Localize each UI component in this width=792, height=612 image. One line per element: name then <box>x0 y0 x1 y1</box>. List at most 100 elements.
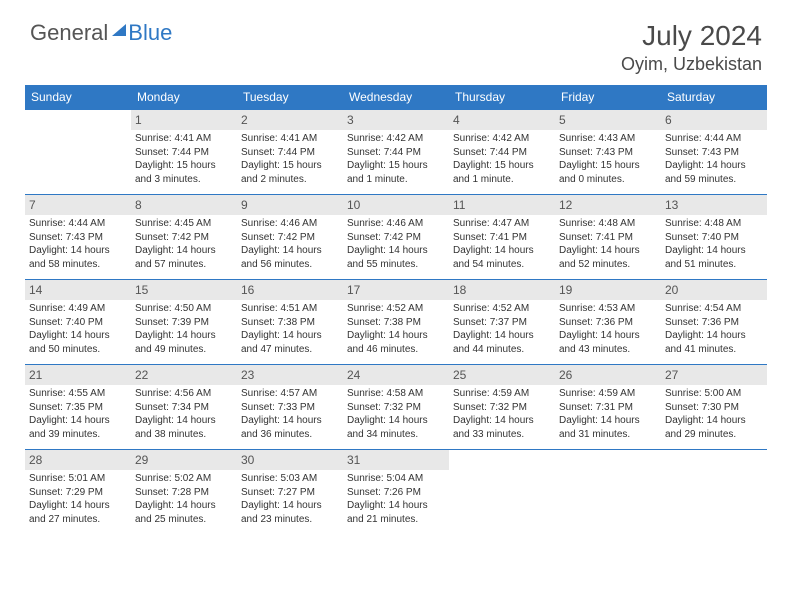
sunrise-text: Sunrise: 4:55 AM <box>29 387 127 401</box>
week-row: 1Sunrise: 4:41 AMSunset: 7:44 PMDaylight… <box>25 110 767 195</box>
day-info: Sunrise: 4:50 AMSunset: 7:39 PMDaylight:… <box>135 302 233 356</box>
sunset-text: Sunset: 7:31 PM <box>559 401 657 415</box>
day-cell <box>661 450 767 535</box>
day-info: Sunrise: 4:42 AMSunset: 7:44 PMDaylight:… <box>347 132 445 186</box>
day-info: Sunrise: 4:41 AMSunset: 7:44 PMDaylight:… <box>135 132 233 186</box>
sunrise-text: Sunrise: 4:51 AM <box>241 302 339 316</box>
sunset-text: Sunset: 7:28 PM <box>135 486 233 500</box>
day-number: 9 <box>237 195 343 215</box>
day-info: Sunrise: 5:02 AMSunset: 7:28 PMDaylight:… <box>135 472 233 526</box>
day-cell: 27Sunrise: 5:00 AMSunset: 7:30 PMDayligh… <box>661 365 767 450</box>
day-number: 4 <box>449 110 555 130</box>
sail-icon <box>112 24 126 36</box>
daylight-text: Daylight: 14 hours and 55 minutes. <box>347 244 445 271</box>
day-cell: 17Sunrise: 4:52 AMSunset: 7:38 PMDayligh… <box>343 280 449 365</box>
sunrise-text: Sunrise: 4:42 AM <box>453 132 551 146</box>
sunset-text: Sunset: 7:40 PM <box>665 231 763 245</box>
sunset-text: Sunset: 7:34 PM <box>135 401 233 415</box>
sunrise-text: Sunrise: 4:48 AM <box>665 217 763 231</box>
day-number: 6 <box>661 110 767 130</box>
day-info: Sunrise: 4:53 AMSunset: 7:36 PMDaylight:… <box>559 302 657 356</box>
sunrise-text: Sunrise: 4:47 AM <box>453 217 551 231</box>
logo: General Blue <box>30 20 172 46</box>
sunset-text: Sunset: 7:42 PM <box>347 231 445 245</box>
day-number: 8 <box>131 195 237 215</box>
daylight-text: Daylight: 15 hours and 1 minute. <box>453 159 551 186</box>
day-cell: 14Sunrise: 4:49 AMSunset: 7:40 PMDayligh… <box>25 280 131 365</box>
day-info: Sunrise: 5:01 AMSunset: 7:29 PMDaylight:… <box>29 472 127 526</box>
sunrise-text: Sunrise: 4:54 AM <box>665 302 763 316</box>
day-header: Friday <box>555 85 661 110</box>
sunrise-text: Sunrise: 4:44 AM <box>665 132 763 146</box>
day-cell: 26Sunrise: 4:59 AMSunset: 7:31 PMDayligh… <box>555 365 661 450</box>
day-cell: 19Sunrise: 4:53 AMSunset: 7:36 PMDayligh… <box>555 280 661 365</box>
day-header: Saturday <box>661 85 767 110</box>
daylight-text: Daylight: 14 hours and 25 minutes. <box>135 499 233 526</box>
day-cell: 22Sunrise: 4:56 AMSunset: 7:34 PMDayligh… <box>131 365 237 450</box>
location: Oyim, Uzbekistan <box>621 54 762 75</box>
sunset-text: Sunset: 7:36 PM <box>559 316 657 330</box>
header: General Blue July 2024 Oyim, Uzbekistan <box>0 0 792 85</box>
day-cell: 11Sunrise: 4:47 AMSunset: 7:41 PMDayligh… <box>449 195 555 280</box>
day-number: 31 <box>343 450 449 470</box>
sunrise-text: Sunrise: 4:56 AM <box>135 387 233 401</box>
sunset-text: Sunset: 7:39 PM <box>135 316 233 330</box>
day-info: Sunrise: 4:55 AMSunset: 7:35 PMDaylight:… <box>29 387 127 441</box>
day-header: Tuesday <box>237 85 343 110</box>
day-info: Sunrise: 4:48 AMSunset: 7:40 PMDaylight:… <box>665 217 763 271</box>
daylight-text: Daylight: 14 hours and 47 minutes. <box>241 329 339 356</box>
day-cell: 16Sunrise: 4:51 AMSunset: 7:38 PMDayligh… <box>237 280 343 365</box>
day-number: 28 <box>25 450 131 470</box>
day-cell: 21Sunrise: 4:55 AMSunset: 7:35 PMDayligh… <box>25 365 131 450</box>
daylight-text: Daylight: 15 hours and 1 minute. <box>347 159 445 186</box>
sunrise-text: Sunrise: 4:59 AM <box>559 387 657 401</box>
day-cell: 15Sunrise: 4:50 AMSunset: 7:39 PMDayligh… <box>131 280 237 365</box>
day-number: 18 <box>449 280 555 300</box>
daylight-text: Daylight: 14 hours and 33 minutes. <box>453 414 551 441</box>
sunrise-text: Sunrise: 4:41 AM <box>241 132 339 146</box>
day-number: 3 <box>343 110 449 130</box>
sunrise-text: Sunrise: 4:50 AM <box>135 302 233 316</box>
month-year: July 2024 <box>621 20 762 52</box>
sunset-text: Sunset: 7:36 PM <box>665 316 763 330</box>
daylight-text: Daylight: 14 hours and 56 minutes. <box>241 244 339 271</box>
day-cell: 23Sunrise: 4:57 AMSunset: 7:33 PMDayligh… <box>237 365 343 450</box>
day-number: 25 <box>449 365 555 385</box>
daylight-text: Daylight: 14 hours and 58 minutes. <box>29 244 127 271</box>
daylight-text: Daylight: 14 hours and 43 minutes. <box>559 329 657 356</box>
day-cell: 29Sunrise: 5:02 AMSunset: 7:28 PMDayligh… <box>131 450 237 535</box>
week-row: 21Sunrise: 4:55 AMSunset: 7:35 PMDayligh… <box>25 365 767 450</box>
daylight-text: Daylight: 14 hours and 44 minutes. <box>453 329 551 356</box>
sunrise-text: Sunrise: 4:42 AM <box>347 132 445 146</box>
day-cell: 13Sunrise: 4:48 AMSunset: 7:40 PMDayligh… <box>661 195 767 280</box>
week-row: 14Sunrise: 4:49 AMSunset: 7:40 PMDayligh… <box>25 280 767 365</box>
day-info: Sunrise: 4:54 AMSunset: 7:36 PMDaylight:… <box>665 302 763 356</box>
sunset-text: Sunset: 7:32 PM <box>347 401 445 415</box>
daylight-text: Daylight: 14 hours and 49 minutes. <box>135 329 233 356</box>
calendar-body: 1Sunrise: 4:41 AMSunset: 7:44 PMDaylight… <box>25 110 767 535</box>
sunrise-text: Sunrise: 4:45 AM <box>135 217 233 231</box>
day-cell: 12Sunrise: 4:48 AMSunset: 7:41 PMDayligh… <box>555 195 661 280</box>
day-info: Sunrise: 4:59 AMSunset: 7:31 PMDaylight:… <box>559 387 657 441</box>
day-cell: 3Sunrise: 4:42 AMSunset: 7:44 PMDaylight… <box>343 110 449 195</box>
day-cell: 24Sunrise: 4:58 AMSunset: 7:32 PMDayligh… <box>343 365 449 450</box>
daylight-text: Daylight: 15 hours and 0 minutes. <box>559 159 657 186</box>
day-number: 24 <box>343 365 449 385</box>
day-cell: 20Sunrise: 4:54 AMSunset: 7:36 PMDayligh… <box>661 280 767 365</box>
daylight-text: Daylight: 15 hours and 3 minutes. <box>135 159 233 186</box>
sunrise-text: Sunrise: 5:04 AM <box>347 472 445 486</box>
day-header-row: SundayMondayTuesdayWednesdayThursdayFrid… <box>25 85 767 110</box>
sunrise-text: Sunrise: 5:01 AM <box>29 472 127 486</box>
day-info: Sunrise: 4:47 AMSunset: 7:41 PMDaylight:… <box>453 217 551 271</box>
day-info: Sunrise: 4:41 AMSunset: 7:44 PMDaylight:… <box>241 132 339 186</box>
day-number: 21 <box>25 365 131 385</box>
sunset-text: Sunset: 7:33 PM <box>241 401 339 415</box>
day-cell <box>449 450 555 535</box>
sunrise-text: Sunrise: 4:58 AM <box>347 387 445 401</box>
daylight-text: Daylight: 14 hours and 23 minutes. <box>241 499 339 526</box>
day-cell: 31Sunrise: 5:04 AMSunset: 7:26 PMDayligh… <box>343 450 449 535</box>
sunrise-text: Sunrise: 5:02 AM <box>135 472 233 486</box>
day-info: Sunrise: 5:03 AMSunset: 7:27 PMDaylight:… <box>241 472 339 526</box>
week-row: 7Sunrise: 4:44 AMSunset: 7:43 PMDaylight… <box>25 195 767 280</box>
sunset-text: Sunset: 7:43 PM <box>665 146 763 160</box>
